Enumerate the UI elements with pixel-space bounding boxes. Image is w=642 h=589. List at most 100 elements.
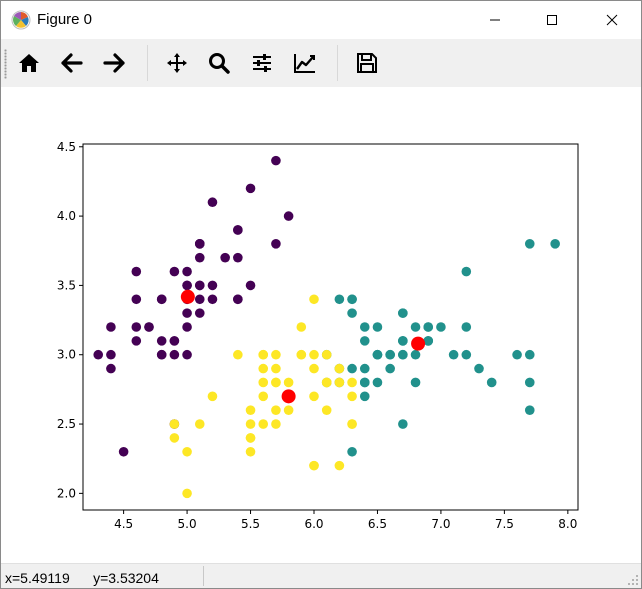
status-separator bbox=[203, 566, 204, 586]
home-button[interactable] bbox=[13, 47, 45, 79]
data-point bbox=[524, 377, 535, 388]
line-chart-icon bbox=[294, 54, 315, 73]
minimize-button[interactable] bbox=[472, 1, 518, 39]
save-button[interactable] bbox=[351, 47, 383, 79]
data-point bbox=[182, 308, 192, 318]
move-icon bbox=[167, 53, 187, 73]
data-point bbox=[271, 349, 281, 360]
data-point bbox=[461, 266, 472, 277]
data-point bbox=[207, 197, 218, 208]
title-bar[interactable]: Figure 0 bbox=[1, 1, 641, 39]
data-point bbox=[359, 363, 370, 374]
data-point bbox=[512, 349, 522, 360]
cursor-coordinates: x=5.49119 y=3.53204 bbox=[5, 570, 159, 586]
data-point bbox=[334, 377, 345, 388]
data-point bbox=[156, 336, 167, 346]
data-point bbox=[385, 349, 395, 360]
data-point bbox=[347, 419, 357, 429]
data-point bbox=[410, 322, 421, 332]
data-point bbox=[474, 363, 484, 374]
edit-axis-button[interactable] bbox=[289, 47, 321, 79]
data-point bbox=[436, 322, 446, 332]
data-point bbox=[207, 280, 218, 291]
data-point bbox=[359, 322, 370, 332]
status-bar: x=5.49119 y=3.53204 bbox=[1, 563, 641, 588]
back-button[interactable] bbox=[56, 47, 88, 79]
arrow-left-icon bbox=[61, 53, 83, 73]
data-point bbox=[169, 349, 180, 360]
data-point bbox=[410, 349, 421, 360]
x-axis-ticks: 4.5 5.0 5.5 6.0 6.5 7.0 7.5 8.0 bbox=[114, 510, 577, 531]
data-point bbox=[182, 446, 192, 457]
data-point bbox=[524, 239, 535, 249]
data-point bbox=[296, 349, 307, 360]
data-point bbox=[486, 377, 497, 388]
x-tick-label: 5.5 bbox=[241, 517, 260, 531]
toolbar-separator bbox=[337, 45, 338, 81]
data-point bbox=[398, 308, 408, 318]
navigation-toolbar bbox=[1, 39, 641, 87]
data-point bbox=[156, 294, 167, 305]
data-point bbox=[233, 349, 243, 360]
data-point bbox=[169, 266, 180, 277]
close-button[interactable] bbox=[589, 1, 635, 39]
data-point bbox=[410, 377, 421, 388]
data-point bbox=[347, 363, 357, 374]
data-point bbox=[309, 363, 319, 374]
data-point bbox=[296, 322, 307, 332]
data-point bbox=[271, 155, 281, 166]
data-point bbox=[207, 294, 218, 305]
data-point bbox=[258, 419, 269, 429]
data-point bbox=[233, 294, 243, 305]
data-point bbox=[106, 349, 116, 360]
data-point bbox=[169, 336, 180, 346]
data-point bbox=[182, 322, 192, 332]
data-point bbox=[524, 405, 535, 415]
forward-button[interactable] bbox=[98, 47, 130, 79]
data-point bbox=[398, 336, 408, 346]
data-point bbox=[524, 349, 535, 360]
data-point bbox=[423, 322, 434, 332]
data-point bbox=[283, 377, 294, 388]
zoom-button[interactable] bbox=[203, 47, 235, 79]
data-point bbox=[309, 294, 319, 305]
data-point bbox=[372, 349, 383, 360]
configure-subplots-button[interactable] bbox=[246, 47, 278, 79]
maximize-button[interactable] bbox=[529, 1, 575, 39]
data-point bbox=[385, 363, 395, 374]
magnifier-icon bbox=[209, 53, 230, 74]
data-point bbox=[258, 391, 269, 402]
data-point bbox=[461, 322, 472, 332]
centroid-point bbox=[411, 336, 426, 351]
data-point bbox=[347, 294, 357, 305]
resize-grip-icon[interactable] bbox=[627, 574, 639, 586]
x-tick-label: 6.0 bbox=[304, 517, 323, 531]
data-point bbox=[131, 294, 142, 305]
y-tick-label: 2.5 bbox=[57, 417, 76, 431]
figure-canvas[interactable]: 4.5 5.0 5.5 6.0 6.5 7.0 7.5 8.0 2.0 2.5 3.0 3.5 4.0… bbox=[1, 87, 641, 563]
data-point bbox=[258, 363, 269, 374]
data-point bbox=[347, 377, 357, 388]
data-point bbox=[207, 391, 218, 402]
data-point bbox=[334, 363, 345, 374]
data-point bbox=[245, 280, 256, 291]
x-tick-label: 4.5 bbox=[114, 517, 133, 531]
data-point bbox=[271, 239, 281, 249]
data-point bbox=[233, 225, 243, 235]
sliders-icon bbox=[253, 54, 271, 72]
data-point bbox=[321, 405, 332, 415]
toolbar-grip[interactable] bbox=[4, 49, 7, 79]
scatter-plot[interactable]: 4.5 5.0 5.5 6.0 6.5 7.0 7.5 8.0 2.0 2.5 3.0 3.5 4.0… bbox=[1, 87, 641, 563]
data-point bbox=[309, 349, 319, 360]
data-point bbox=[131, 336, 142, 346]
data-point bbox=[423, 336, 434, 346]
data-point bbox=[448, 349, 459, 360]
data-point bbox=[359, 391, 370, 402]
home-icon bbox=[19, 54, 39, 72]
plot-marks bbox=[93, 155, 560, 499]
data-point bbox=[194, 294, 205, 305]
data-point bbox=[258, 349, 269, 360]
data-point bbox=[461, 349, 472, 360]
pan-button[interactable] bbox=[161, 47, 193, 79]
data-point bbox=[106, 363, 116, 374]
